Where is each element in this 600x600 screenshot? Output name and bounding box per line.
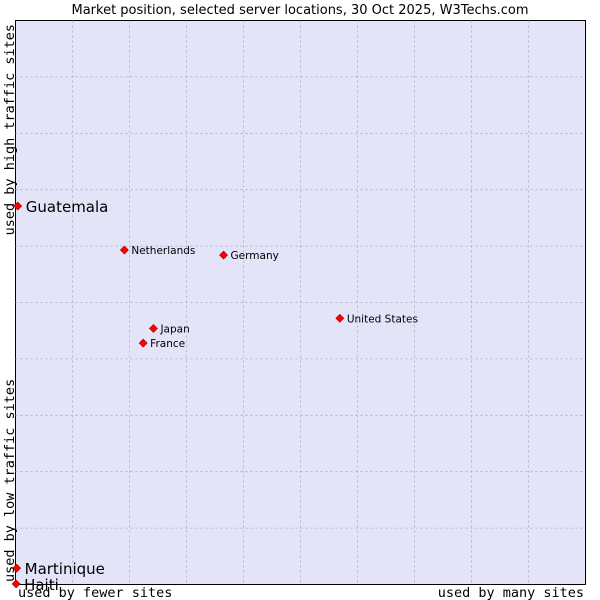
point-label: Guatemala bbox=[26, 198, 109, 216]
y-axis-label-top: used by high traffic sites bbox=[2, 24, 18, 235]
chart-title: Market position, selected server locatio… bbox=[71, 3, 528, 18]
point-marker bbox=[219, 250, 228, 260]
x-axis-label-left: used by fewer sites bbox=[18, 585, 172, 600]
point-guatemala: Guatemala bbox=[13, 198, 109, 216]
point-marker bbox=[11, 579, 21, 589]
point-label: France bbox=[150, 338, 185, 350]
point-marker bbox=[149, 324, 158, 333]
point-label: Haiti bbox=[24, 576, 59, 594]
point-haiti: Haiti bbox=[11, 576, 59, 594]
point-marker bbox=[138, 338, 148, 348]
point-marker bbox=[13, 201, 23, 211]
point-label: United States bbox=[347, 313, 418, 325]
point-label: Japan bbox=[159, 323, 189, 335]
point-marker bbox=[119, 245, 129, 255]
x-axis-label-right: used by many sites bbox=[438, 585, 584, 600]
grid-lines bbox=[15, 20, 586, 585]
y-axis-label-bottom: used by low traffic sites bbox=[2, 379, 18, 582]
point-label: Germany bbox=[231, 250, 279, 262]
point-united-states: United States bbox=[335, 313, 418, 325]
point-label: Martinique bbox=[25, 560, 105, 578]
point-france: France bbox=[138, 338, 185, 350]
point-germany: Germany bbox=[219, 250, 279, 262]
point-japan: Japan bbox=[149, 323, 190, 335]
point-netherlands: Netherlands bbox=[119, 245, 195, 257]
point-marker bbox=[12, 563, 22, 573]
point-martinique: Martinique bbox=[12, 560, 105, 578]
point-label: Netherlands bbox=[131, 245, 195, 257]
point-marker bbox=[335, 313, 345, 323]
